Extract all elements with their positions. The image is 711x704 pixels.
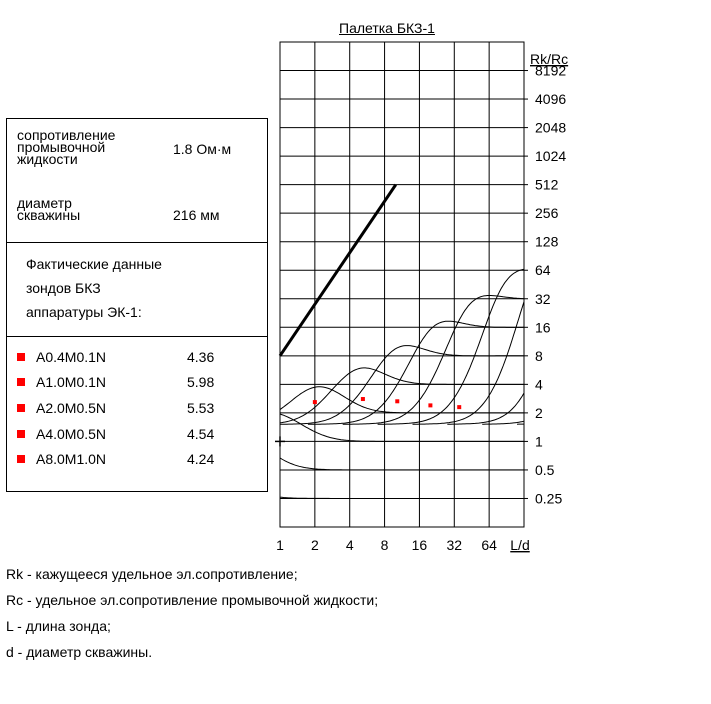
legend-line-d: d - диаметр скважины. bbox=[6, 644, 153, 660]
probe-marker-icon bbox=[17, 455, 25, 463]
legend-line-rc: Rc - удельное эл.сопротивление промывочн… bbox=[6, 592, 379, 608]
theoretical-curve bbox=[447, 392, 525, 425]
data-point bbox=[428, 403, 433, 408]
data-point bbox=[457, 405, 462, 410]
probe-name: A0.4M0.1N bbox=[36, 349, 107, 365]
legend-line-l: L - длина зонда; bbox=[6, 618, 111, 634]
theoretical-curve bbox=[279, 386, 524, 414]
data-point bbox=[360, 397, 365, 402]
chart-title: Палетка БКЗ-1 bbox=[339, 20, 435, 36]
probe-marker-icon bbox=[17, 378, 25, 386]
probe-value: 4.24 bbox=[187, 451, 215, 467]
theoretical-curve bbox=[279, 457, 524, 471]
y-tick-label: 4096 bbox=[535, 91, 566, 107]
theoretical-curve bbox=[307, 320, 525, 425]
chart-marks bbox=[275, 397, 462, 447]
probe-name: A4.0M0.5N bbox=[36, 426, 107, 442]
theoretical-curve bbox=[279, 496, 524, 499]
info-panel: сопротивление промывочной жидкости 1.8 О… bbox=[6, 118, 268, 492]
data-point bbox=[312, 400, 317, 405]
y-tick-label: 32 bbox=[535, 291, 551, 307]
x-tick-label: 2 bbox=[311, 537, 319, 553]
y-tick-label: 1 bbox=[535, 433, 543, 449]
probe-value: 5.98 bbox=[187, 374, 215, 390]
y-tick-label: 512 bbox=[535, 177, 559, 193]
probe-value: 4.54 bbox=[187, 426, 215, 442]
y-tick-label: 2048 bbox=[535, 120, 566, 136]
probe-value: 5.53 bbox=[187, 400, 215, 416]
legend-line-rk: Rk - кажущееся удельное эл.сопротивление… bbox=[6, 566, 298, 582]
fact-title-line2: зондов БКЗ bbox=[26, 280, 101, 296]
param2-value: 216 мм bbox=[173, 207, 220, 223]
fact-title-line1: Фактические данные bbox=[26, 256, 162, 272]
theoretical-curve bbox=[279, 367, 524, 424]
probe-marker-icon bbox=[17, 353, 25, 361]
probe-name: A2.0M0.5N bbox=[36, 400, 107, 416]
chart-curves bbox=[278, 183, 525, 499]
x-tick-label: 16 bbox=[412, 537, 428, 553]
fact-title-line3: аппаратуры ЭК-1: bbox=[26, 304, 142, 320]
chart-grid bbox=[279, 41, 528, 528]
y-tick-label: 16 bbox=[535, 319, 551, 335]
param1-value: 1.8 Ом·м bbox=[173, 141, 232, 157]
y-tick-label: 8192 bbox=[535, 63, 566, 79]
x-axis-label: L/d bbox=[510, 537, 529, 553]
y-tick-label: 2 bbox=[535, 405, 543, 421]
y-tick-label: 0.5 bbox=[535, 462, 555, 478]
x-tick-label: 1 bbox=[276, 537, 284, 553]
y-tick-label: 1024 bbox=[535, 148, 566, 164]
x-tick-label: 64 bbox=[481, 537, 497, 553]
plot-frame bbox=[279, 41, 525, 528]
y-tick-label: 64 bbox=[535, 262, 551, 278]
y-tick-label: 256 bbox=[535, 205, 559, 221]
probe-marker-icon bbox=[17, 404, 25, 412]
theoretical-curve bbox=[412, 301, 525, 425]
probe-name: A1.0M0.1N bbox=[36, 374, 107, 390]
envelope-line bbox=[278, 183, 398, 357]
data-point bbox=[395, 399, 400, 404]
panel-divider-2 bbox=[7, 336, 267, 337]
y-tick-label: 128 bbox=[535, 234, 559, 250]
param2-label-line2: скважины bbox=[17, 207, 81, 223]
theoretical-curve bbox=[279, 413, 524, 442]
theoretical-curve bbox=[342, 295, 524, 425]
probe-value: 4.36 bbox=[187, 349, 215, 365]
param1-label-line1: сопротивление bbox=[17, 127, 116, 143]
theoretical-curve bbox=[377, 268, 525, 425]
x-tick-label: 8 bbox=[381, 537, 389, 553]
x-tick-label: 4 bbox=[346, 537, 354, 553]
probe-marker-icon bbox=[17, 430, 25, 438]
probe-name: A8.0M1.0N bbox=[36, 451, 107, 467]
chart-labels: 1 2 4 8 16 32 64 L/d819240962048102451225612864… bbox=[276, 51, 568, 553]
theoretical-curve bbox=[482, 420, 525, 425]
x-tick-label: 32 bbox=[446, 537, 462, 553]
y-tick-label: 8 bbox=[535, 348, 543, 364]
theoretical-curve bbox=[280, 345, 524, 425]
param1-label-line2: промывочной bbox=[17, 139, 106, 155]
y-tick-label: 4 bbox=[535, 376, 543, 392]
y-axis-label: Rk/Rc bbox=[530, 51, 568, 67]
y-tick-label: 0.25 bbox=[535, 490, 562, 506]
param2-label-line1: диаметр bbox=[17, 195, 72, 211]
param1-label-line3: жидкости bbox=[17, 151, 78, 167]
panel-divider-1 bbox=[7, 242, 267, 243]
